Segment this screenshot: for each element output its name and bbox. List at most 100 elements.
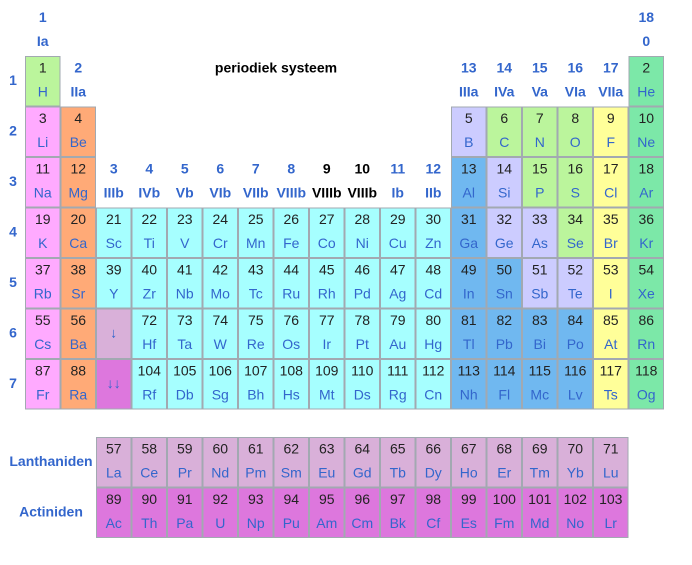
element-symbol: Cs [34, 336, 51, 352]
element-cell [628, 308, 664, 359]
atomic-number: 11 [35, 161, 50, 177]
group-label: Va [532, 84, 549, 100]
atomic-number: 74 [212, 312, 228, 328]
element-cell [60, 157, 96, 208]
element-symbol: Zn [425, 235, 441, 251]
element-symbol: Br [604, 235, 618, 251]
element-cell [25, 308, 61, 359]
atomic-number: 117 [600, 363, 623, 379]
element-cell [628, 359, 664, 410]
atomic-number: 35 [603, 211, 619, 227]
element-symbol: Pu [283, 515, 300, 531]
element-symbol: Ac [106, 515, 122, 531]
element-symbol: Nd [211, 465, 229, 481]
atomic-number: 77 [319, 312, 335, 328]
element-symbol: Mn [246, 235, 265, 251]
element-cell [486, 487, 522, 538]
element-cell [344, 359, 380, 410]
atomic-number: 21 [106, 211, 122, 227]
atomic-number: 16 [567, 161, 583, 177]
atomic-number: 22 [141, 211, 157, 227]
element-symbol: Rh [318, 286, 336, 302]
element-cell [486, 437, 522, 488]
element-cell [593, 258, 629, 309]
element-symbol: Mt [319, 387, 335, 403]
element-cell [380, 308, 416, 359]
atomic-number: 90 [141, 491, 157, 507]
atomic-number: 33 [532, 211, 548, 227]
element-cell [273, 258, 309, 309]
atomic-number: 59 [177, 441, 193, 457]
atomic-number: 40 [141, 262, 157, 278]
element-symbol: Rn [637, 336, 655, 352]
element-cell [167, 487, 203, 538]
atomic-number: 49 [461, 262, 477, 278]
element-symbol: Fm [494, 515, 514, 531]
atomic-number: 18 [638, 161, 654, 177]
element-cell [486, 359, 522, 410]
atomic-number: 68 [496, 441, 512, 457]
element-symbol: Am [316, 515, 337, 531]
element-cell [522, 157, 558, 208]
element-cell [309, 308, 345, 359]
element-symbol: Sm [281, 465, 302, 481]
element-symbol: ↓ [110, 324, 117, 340]
atomic-number: 23 [177, 211, 193, 227]
element-symbol: U [215, 515, 225, 531]
atomic-number: 14 [496, 161, 512, 177]
element-cell [557, 359, 593, 410]
element-symbol: Dy [425, 465, 442, 481]
element-symbol: Pm [245, 465, 266, 481]
element-symbol: Fe [283, 235, 300, 251]
element-cell [131, 359, 167, 410]
element-cell [344, 308, 380, 359]
element-cell [486, 157, 522, 208]
group-number: 2 [74, 60, 82, 76]
element-cell [451, 157, 487, 208]
atomic-number: 12 [70, 161, 86, 177]
atomic-number: 92 [212, 491, 228, 507]
element-cell [25, 56, 61, 107]
element-cell [415, 207, 451, 258]
group-label: IIIa [459, 84, 479, 100]
element-symbol: Gd [353, 465, 372, 481]
element-symbol: Mc [530, 387, 549, 403]
atomic-number: 57 [106, 441, 122, 457]
element-symbol: V [180, 235, 190, 251]
element-cell [60, 207, 96, 258]
atomic-number: 71 [603, 441, 619, 457]
atomic-number: 53 [603, 262, 619, 278]
group-label: Vb [176, 185, 194, 201]
element-symbol: Es [461, 515, 477, 531]
atomic-number: 80 [425, 312, 441, 328]
atomic-number: 96 [354, 491, 370, 507]
atomic-number: 93 [248, 491, 264, 507]
element-symbol: Te [568, 286, 583, 302]
element-cell [344, 437, 380, 488]
group-label: 0 [642, 33, 650, 49]
element-cell [628, 56, 664, 107]
element-symbol: Th [141, 515, 157, 531]
group-number: 9 [323, 161, 331, 177]
element-cell [344, 258, 380, 309]
atomic-number: 82 [496, 312, 512, 328]
element-cell [238, 487, 274, 538]
element-symbol: Bi [534, 336, 546, 352]
element-cell [202, 487, 238, 538]
element-symbol: As [532, 235, 548, 251]
group-number: 4 [145, 161, 153, 177]
element-cell [557, 308, 593, 359]
element-symbol: Nb [176, 286, 194, 302]
element-symbol: Nh [460, 387, 478, 403]
element-symbol: Fl [498, 387, 510, 403]
atomic-number: 104 [138, 363, 162, 379]
element-cell [593, 308, 629, 359]
atomic-number: 3 [39, 110, 47, 126]
element-symbol: B [464, 134, 473, 150]
atomic-number: 31 [461, 211, 477, 227]
atomic-number: 54 [638, 262, 654, 278]
element-symbol: He [637, 84, 655, 100]
element-symbol: Sr [71, 286, 85, 302]
element-symbol: Na [34, 185, 52, 201]
